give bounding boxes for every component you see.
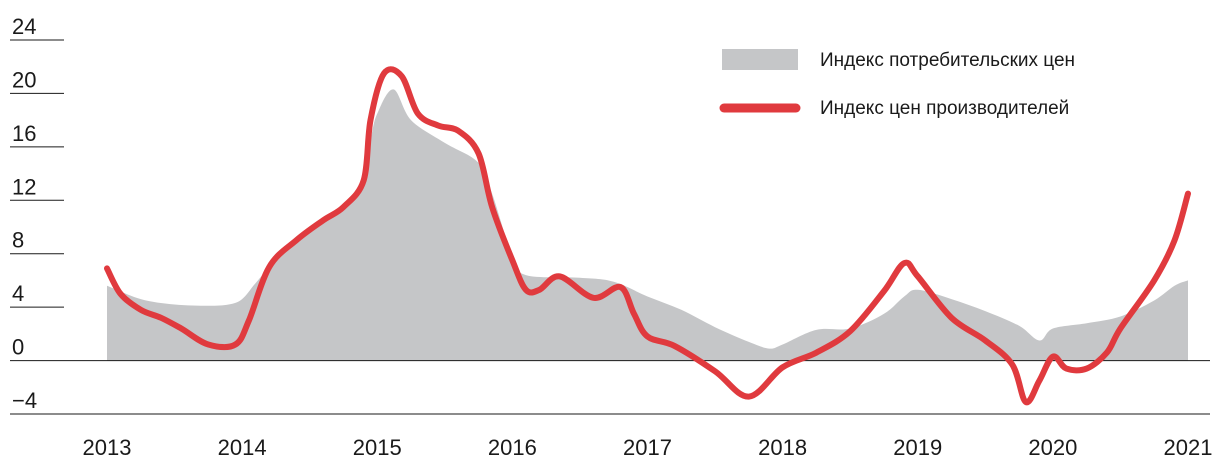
series-line-ppi	[104, 66, 1191, 406]
y-tick-label: 12	[12, 174, 36, 199]
x-tick-label: 2020	[1028, 435, 1077, 460]
legend-swatch-cpi	[722, 49, 798, 70]
x-tick-label: 2016	[488, 435, 537, 460]
legend-label-cpi: Индекс потребительских цен	[820, 50, 1075, 71]
y-tick-label: 20	[12, 67, 36, 92]
series-area-cpi	[107, 89, 1188, 361]
y-tick-label: 4	[12, 281, 24, 306]
y-axis: 24 20 16 12 8 4 0 −4	[10, 14, 64, 415]
legend-label-ppi: Индекс цен производителей	[820, 98, 1069, 119]
x-tick-label: 2015	[353, 435, 402, 460]
legend: Индекс потребительских цен Индекс цен пр…	[719, 49, 1075, 119]
y-tick-label: 24	[12, 14, 36, 39]
x-tick-label: 2021	[1164, 435, 1213, 460]
y-tick-label: 0	[12, 335, 24, 360]
x-tick-label: 2019	[893, 435, 942, 460]
x-tick-label: 2014	[218, 435, 267, 460]
y-tick-label: −4	[12, 388, 37, 413]
y-tick-label: 8	[12, 228, 24, 253]
x-tick-label: 2017	[623, 435, 672, 460]
x-tick-label: 2013	[83, 435, 132, 460]
x-tick-label: 2018	[758, 435, 807, 460]
y-tick-label: 16	[12, 121, 36, 146]
x-axis: 2013 2014 2015 2016 2017 2018 2019 2020 2021	[83, 435, 1213, 460]
